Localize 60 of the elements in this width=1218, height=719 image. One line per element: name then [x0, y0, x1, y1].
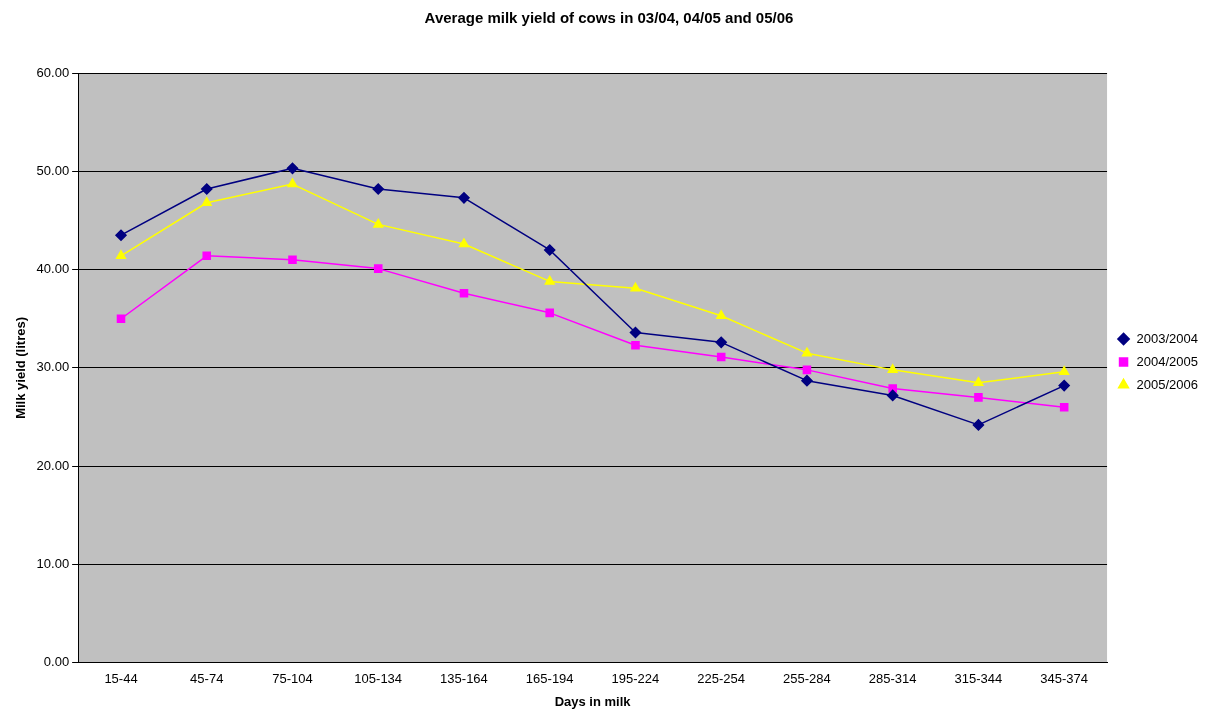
point [631, 341, 640, 350]
point [801, 347, 813, 357]
y-tick-label: 40.00 [36, 261, 70, 277]
point [287, 178, 298, 188]
y-tick-label: 50.00 [36, 162, 70, 178]
point [201, 183, 213, 195]
point [116, 314, 126, 324]
y-tick-label: 10.00 [36, 556, 70, 572]
point [458, 238, 470, 248]
x-tick-label: 135-164 [440, 671, 488, 687]
point [802, 365, 812, 375]
y-tick-label: 60.00 [36, 64, 70, 80]
point [716, 352, 726, 362]
x-tick-label: 105-134 [354, 671, 403, 687]
x-tick-label: 75-104 [272, 671, 313, 687]
point [629, 326, 642, 339]
x-tick-label: 225-254 [697, 671, 746, 687]
point [201, 197, 212, 207]
point [1058, 379, 1070, 392]
x-tick-label: 165-194 [525, 671, 574, 687]
point [544, 275, 555, 285]
y-tick-label: 20.00 [36, 457, 70, 473]
point [543, 244, 556, 256]
point [373, 264, 383, 273]
point [972, 419, 985, 431]
point [372, 183, 384, 195]
point [459, 288, 469, 298]
legend-label: 2003/2004 [1136, 330, 1198, 346]
point [545, 308, 554, 318]
x-tick-label: 345-374 [1040, 671, 1089, 687]
point [801, 374, 813, 387]
x-tick-label: 315-344 [954, 671, 1003, 687]
point [458, 192, 470, 204]
y-tick-label: 30.00 [36, 359, 70, 375]
point [115, 229, 127, 241]
point [886, 389, 899, 402]
point [716, 310, 727, 320]
x-axis-title: Days in milk [554, 693, 632, 709]
y-tick-label: 0.00 [43, 654, 70, 670]
point [115, 250, 127, 260]
x-tick-label: 255-284 [783, 671, 831, 687]
point [715, 336, 727, 349]
x-tick-label: 15-44 [104, 671, 138, 687]
x-tick-label: 195-224 [611, 671, 660, 687]
point [286, 162, 299, 175]
x-tick-label: 285-314 [868, 671, 917, 687]
point [1059, 402, 1069, 412]
y-axis-title: Milk yield (litres) [13, 316, 29, 419]
point [1059, 366, 1070, 376]
x-tick-label: 45-74 [190, 671, 224, 687]
point [973, 376, 984, 386]
chart-title: Average milk yield of cows in 03/04, 04/05 and 05/06 [424, 9, 794, 27]
point [630, 282, 641, 292]
point [202, 251, 212, 261]
point [974, 393, 983, 402]
legend-label: 2005/2006 [1136, 376, 1198, 392]
legend-label: 2004/2005 [1136, 353, 1198, 369]
point [887, 364, 898, 374]
point [288, 255, 297, 265]
point [373, 218, 384, 228]
